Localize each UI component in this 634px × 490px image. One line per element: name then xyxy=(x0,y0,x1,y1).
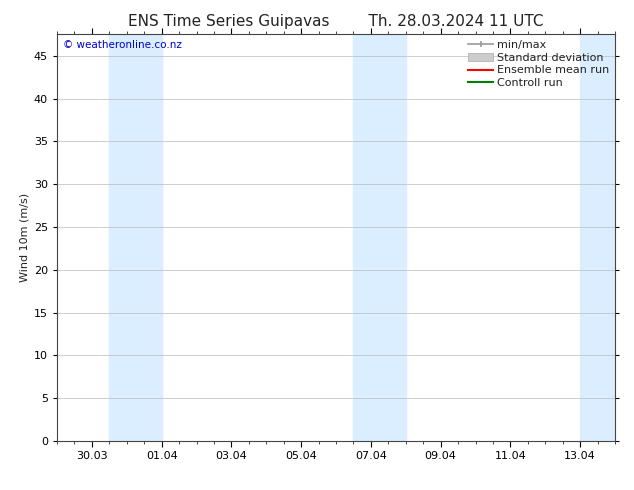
Bar xyxy=(580,34,615,441)
Y-axis label: Wind 10m (m/s): Wind 10m (m/s) xyxy=(20,193,30,282)
Title: ENS Time Series Guipavas        Th. 28.03.2024 11 UTC: ENS Time Series Guipavas Th. 28.03.2024 … xyxy=(128,14,544,29)
Text: © weatheronline.co.nz: © weatheronline.co.nz xyxy=(63,40,181,50)
Bar xyxy=(354,34,406,441)
Legend: min/max, Standard deviation, Ensemble mean run, Controll run: min/max, Standard deviation, Ensemble me… xyxy=(465,37,612,92)
Bar xyxy=(110,34,162,441)
